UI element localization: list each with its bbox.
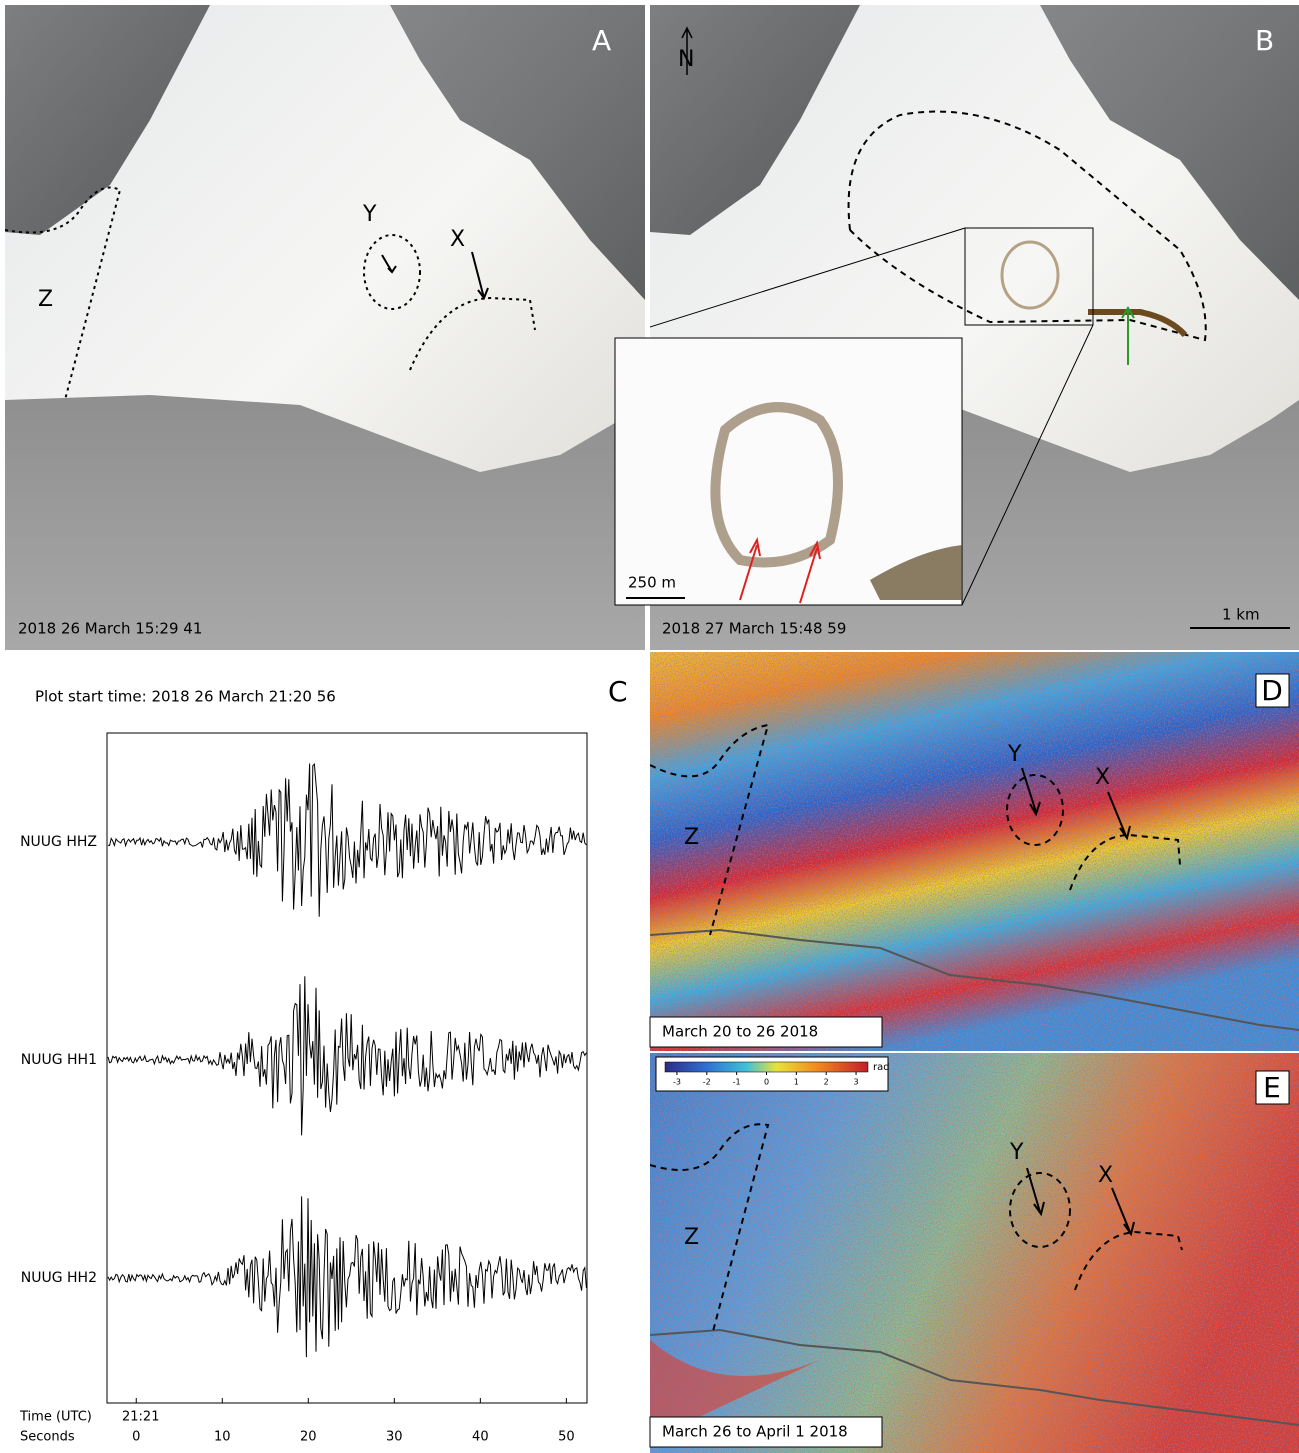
outline-x: [1074, 1230, 1183, 1291]
outline-y: [1006, 774, 1064, 846]
outline-y: [363, 234, 421, 310]
waveform: [107, 762, 587, 917]
x-tick-label: 50: [558, 1430, 575, 1445]
label-box: [1255, 1070, 1290, 1105]
panel-e: [650, 1053, 1299, 1453]
inset-leader: [650, 227, 966, 328]
marker: X: [1095, 765, 1110, 790]
green-arrow: [1121, 306, 1135, 365]
timestamp: 2018 27 March 15:48 59: [662, 620, 846, 638]
red-arrow: [799, 540, 821, 604]
coastline: [650, 1328, 1299, 1426]
crater: [1000, 240, 1060, 310]
plot-start: Plot start time: 2018 26 March 21:20 56: [35, 688, 336, 706]
colorbar-tick-label: -2: [703, 1078, 711, 1087]
arrow: [1026, 1167, 1045, 1217]
colorbar-tick-label: -1: [733, 1078, 741, 1087]
colorbar-tick-label: -3: [673, 1078, 681, 1087]
marker: X: [450, 227, 465, 252]
inset-frame: [964, 227, 1094, 326]
outline-x: [1069, 833, 1181, 891]
colorbar-ticks: -3 -2 -1 0 1 2 3: [673, 1072, 859, 1087]
speckle: [650, 652, 1299, 1051]
panel-label: A: [592, 24, 611, 57]
arrow: [1021, 767, 1041, 817]
station-label: NUUG HH2: [21, 1270, 97, 1286]
timestamp: 2018 26 March 15:29 41: [18, 620, 202, 638]
outline-z: [5, 186, 122, 401]
colorbar-unit: rad: [873, 1062, 890, 1073]
marker: Z: [684, 825, 699, 850]
x-axis: 0 10 20 30 40 50: [132, 1398, 575, 1445]
inset-leader: [961, 324, 1094, 606]
scale-label: 1 km: [1222, 606, 1260, 624]
rock: [650, 5, 860, 235]
caption-box: [649, 1016, 883, 1048]
north-arrow: [681, 26, 693, 75]
outline-x: [409, 296, 536, 371]
scarp: [1088, 309, 1188, 338]
caption-box: [649, 1416, 883, 1448]
x-tick-label: 30: [386, 1430, 403, 1445]
panel-d: [650, 652, 1299, 1051]
north-label: N: [678, 47, 694, 72]
panel-label: E: [1263, 1071, 1281, 1104]
panel-label: C: [608, 675, 628, 708]
rock: [390, 5, 645, 300]
rock: [5, 5, 210, 235]
x-tick-label: 10: [214, 1430, 231, 1445]
outline-z: [650, 723, 770, 936]
scarp: [870, 545, 962, 600]
marker: X: [1098, 1163, 1113, 1188]
seconds-label: Seconds: [20, 1430, 75, 1445]
crater-rim: [710, 402, 843, 568]
marker: Z: [38, 287, 53, 312]
marker: Z: [684, 1225, 699, 1250]
outline-z: [650, 1123, 770, 1336]
inset-scale: 250 m: [628, 574, 676, 592]
panel-label: B: [1255, 24, 1274, 57]
marker: Y: [1007, 742, 1022, 767]
rock: [1040, 5, 1299, 300]
label-box: [1255, 673, 1290, 708]
fringe: [650, 1340, 820, 1440]
coastline: [650, 928, 1299, 1031]
station-label: NUUG HH1: [21, 1052, 97, 1068]
sea: [5, 395, 645, 650]
colorbar: [664, 1061, 869, 1073]
waveform: [107, 976, 587, 1136]
marker: Y: [1009, 1140, 1024, 1165]
red-arrow: [739, 537, 761, 601]
colorbar-tick-label: 3: [854, 1078, 859, 1087]
colorbar-tick-label: 0: [764, 1078, 769, 1087]
arrow: [1111, 1187, 1135, 1237]
caption: March 26 to April 1 2018: [662, 1423, 848, 1441]
arrow: [471, 251, 489, 301]
x-tick-label: 0: [132, 1430, 140, 1445]
time-value: 21:21: [122, 1410, 159, 1425]
arrow: [381, 254, 397, 274]
arrow: [1107, 791, 1131, 841]
marker: Y: [362, 202, 377, 227]
outline-y: [1009, 1172, 1071, 1248]
panel-a: [5, 5, 645, 650]
station-label: NUUG HHZ: [20, 834, 97, 850]
caption: March 20 to 26 2018: [662, 1023, 818, 1041]
colorbar-tick-label: 2: [824, 1078, 829, 1087]
colorbar-tick-label: 1: [794, 1078, 799, 1087]
waveform: [107, 1196, 587, 1358]
panel-label: D: [1261, 674, 1283, 707]
plot-frame: [106, 732, 588, 1404]
time-label: Time (UTC): [19, 1410, 92, 1425]
waveforms: NUUG HHZ NUUG HH1 NUUG HH2: [20, 762, 587, 1358]
x-tick-label: 20: [300, 1430, 317, 1445]
x-tick-label: 40: [472, 1430, 489, 1445]
outline: [847, 110, 1207, 342]
